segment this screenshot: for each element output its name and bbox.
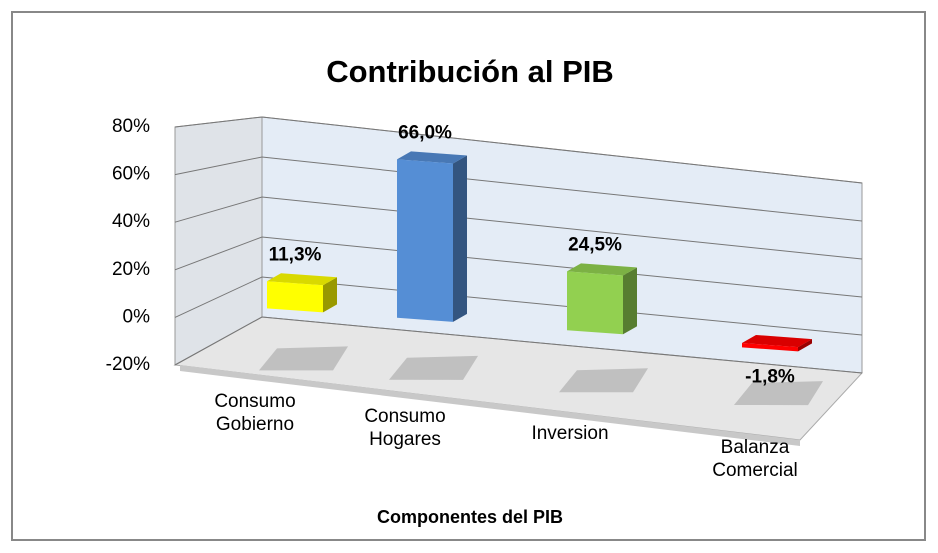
bar-side-shade [623, 267, 637, 335]
x-tick-label: Inversion [531, 423, 609, 444]
grid-line [174, 316, 863, 374]
bar-shadow [259, 346, 348, 371]
x-tick-label: Consumo Gobierno [214, 391, 296, 435]
x-tick-label: Balanza Comercial [712, 437, 798, 481]
bar-side [453, 155, 467, 322]
bar [267, 281, 323, 313]
bar [567, 271, 623, 335]
bar-side [323, 277, 337, 313]
x-axis-title: Componentes del PIB [377, 507, 563, 527]
y-tick-label: 60% [112, 164, 150, 185]
bar-top-shade [397, 151, 467, 164]
bar-top-shade [742, 334, 812, 348]
bar-top [267, 273, 337, 286]
bar-side-shade [798, 339, 812, 352]
bar-top-shade [567, 263, 637, 276]
data-label: 24,5% [568, 234, 622, 255]
bar-shadow [389, 355, 478, 380]
grid-line [174, 156, 863, 222]
bar-shadow [559, 368, 648, 393]
y-tick-label: -20% [106, 354, 150, 375]
bar-top [742, 334, 812, 348]
floor-edge [180, 365, 800, 446]
data-label: 11,3% [269, 244, 322, 265]
bar-top-shade [267, 273, 337, 286]
bar-top [397, 151, 467, 164]
bar-side [623, 267, 637, 335]
grid-line [174, 236, 863, 298]
bar-side-shade [323, 277, 337, 313]
y-tick-label: 20% [112, 259, 150, 280]
bar [742, 342, 798, 352]
bar-side [798, 339, 812, 352]
y-tick-label: 80% [112, 116, 150, 137]
data-label: -1,8% [745, 366, 795, 387]
bar [397, 159, 453, 322]
bar-top [567, 263, 637, 276]
x-tick-label: Consumo Hogares [364, 406, 446, 450]
grid-line [174, 116, 863, 184]
grid-line [174, 196, 863, 260]
data-label: 66,0% [398, 122, 452, 143]
grid-line [174, 276, 863, 336]
chart-title: Contribución al PIB [326, 54, 614, 89]
y-tick-label: 40% [112, 211, 150, 232]
bar-shadow [734, 381, 823, 406]
bar-side-shade [453, 155, 467, 322]
y-tick-label: 0% [123, 306, 151, 327]
